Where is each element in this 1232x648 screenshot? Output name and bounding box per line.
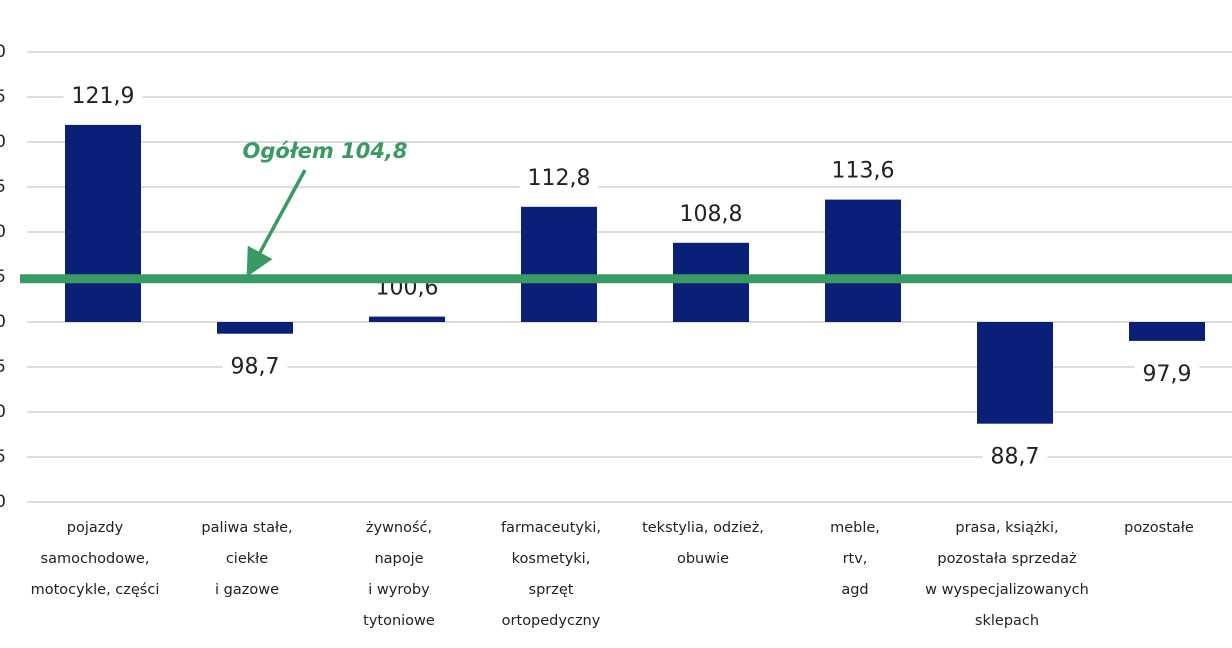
label-bg (222, 354, 288, 380)
bar (1129, 322, 1205, 341)
x-tick-label: ortopedyczny (502, 613, 601, 629)
label-bg (1134, 361, 1200, 387)
reference-label: Ogółem 104,8 (242, 139, 407, 163)
value-label: 113,6 (832, 159, 895, 184)
label-bg (823, 158, 903, 184)
y-tick-label: 120 (0, 132, 6, 152)
x-tick-label: farmaceutyki, (501, 520, 601, 536)
x-tick-label: prasa, książki, (955, 520, 1058, 536)
bar (977, 322, 1053, 424)
y-tick-label: 115 (0, 177, 6, 197)
arrow (246, 169, 307, 277)
x-tick-label: pozostałe (1124, 520, 1194, 536)
x-tick-label: i gazowe (215, 582, 279, 598)
x-tick-label: pozostała sprzedaż (937, 551, 1076, 567)
y-tick-label: 105 (0, 267, 6, 287)
y-tick-label: 100 (0, 312, 6, 332)
label-bg (63, 83, 143, 109)
y-tick-label: 130 (0, 42, 6, 62)
value-label: 98,7 (231, 355, 280, 380)
bar (217, 322, 293, 334)
x-tick-label: sprzęt (529, 582, 574, 598)
x-tick-label: napoje (374, 551, 423, 567)
y-tick-label: 80 (0, 492, 6, 512)
y-tick-label: 95 (0, 357, 6, 377)
bar (65, 124, 141, 323)
x-tick-label: sklepach (975, 613, 1039, 629)
x-tick-label: tekstylia, odzież, (642, 520, 764, 536)
value-label: 121,9 (72, 84, 135, 109)
y-tick-label: 110 (0, 222, 6, 242)
x-tick-label: paliwa stałe, (201, 520, 292, 536)
y-tick-label: 85 (0, 447, 6, 467)
x-tick-label: tytoniowe (363, 613, 435, 629)
x-tick-label: pojazdy (67, 520, 124, 536)
x-tick-label: w wyspecjalizowanych (925, 582, 1089, 598)
x-tick-label: motocykle, części (31, 582, 160, 598)
y-tick-label: 125 (0, 87, 6, 107)
value-label: 108,8 (680, 202, 743, 227)
x-tick-label: i wyroby (368, 582, 430, 598)
x-tick-label: kosmetyki, (512, 551, 591, 567)
label-bg (519, 165, 599, 191)
label-bg (671, 201, 751, 227)
x-tick-label: rtv, (843, 551, 868, 567)
value-label: 88,7 (991, 445, 1040, 470)
x-tick-label: żywność, (366, 520, 432, 536)
x-tick-label: samochodowe, (41, 551, 150, 567)
value-label: 97,9 (1143, 362, 1192, 387)
value-label: 112,8 (528, 166, 591, 191)
label-bg (982, 444, 1048, 470)
bar (369, 316, 445, 322)
x-tick-label: meble, (830, 520, 880, 536)
x-tick-label: obuwie (677, 551, 729, 567)
y-tick-label: 90 (0, 402, 6, 422)
x-tick-label: ciekłe (226, 551, 268, 567)
x-tick-label: agd (841, 582, 868, 598)
bar (825, 199, 901, 322)
bar (521, 206, 597, 322)
